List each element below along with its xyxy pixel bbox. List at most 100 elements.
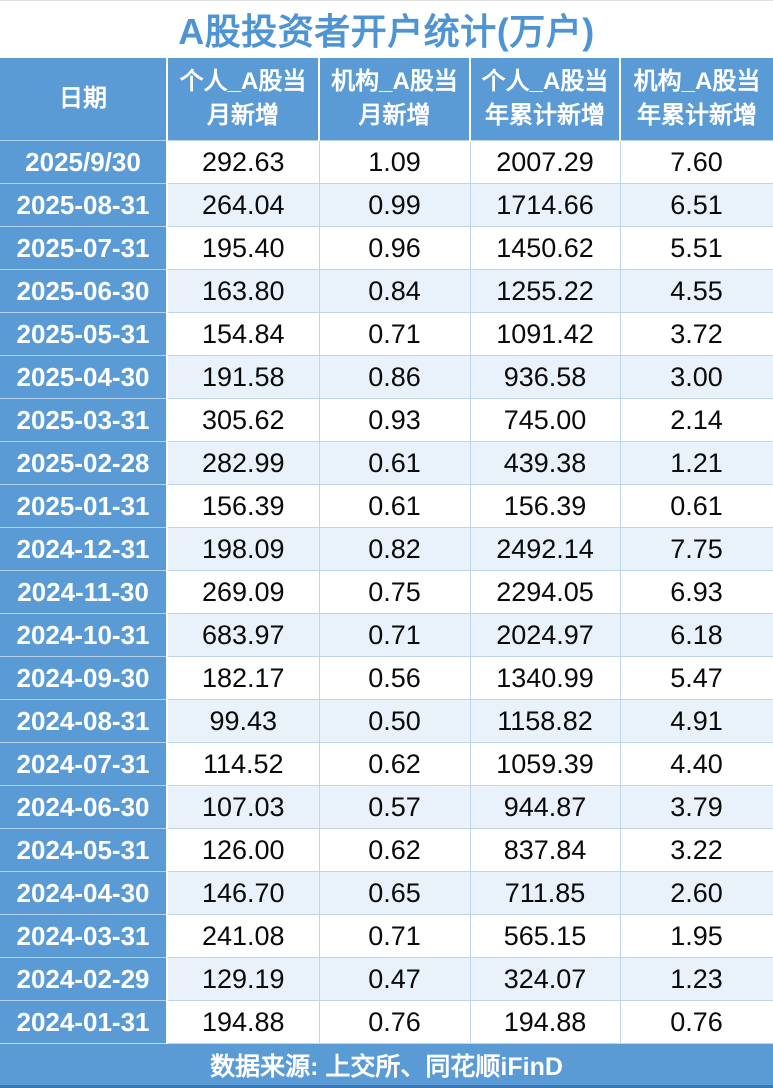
value-cell-institution-monthly: 0.65 <box>318 871 471 915</box>
value-cell-institution-monthly: 0.93 <box>318 398 471 442</box>
date-cell: 2025-08-31 <box>0 183 168 227</box>
date-cell: 2025-04-30 <box>0 355 168 399</box>
table-row: 2025-04-30 191.58 0.86 936.58 3.00 <box>0 355 773 399</box>
table-row: 2025-03-31 305.62 0.93 745.00 2.14 <box>0 398 773 442</box>
value-cell-personal-ytd: 2007.29 <box>469 140 621 184</box>
value-cell-personal-ytd: 1091.42 <box>469 312 621 356</box>
value-cell-institution-ytd: 4.40 <box>619 742 773 786</box>
column-header: 个人_A股当 年累计新增 <box>469 57 620 141</box>
table-row: 2025-01-31 156.39 0.61 156.39 0.61 <box>0 484 773 528</box>
value-cell-personal-ytd: 439.38 <box>469 441 621 485</box>
value-cell-institution-ytd: 1.95 <box>619 914 773 958</box>
value-cell-personal-monthly: 264.04 <box>166 183 320 227</box>
value-cell-institution-ytd: 6.51 <box>619 183 773 227</box>
value-cell-personal-monthly: 292.63 <box>166 140 320 184</box>
date-cell: 2025-07-31 <box>0 226 168 270</box>
value-cell-personal-monthly: 282.99 <box>166 441 320 485</box>
table-row: 2025-07-31 195.40 0.96 1450.62 5.51 <box>0 226 773 270</box>
value-cell-institution-ytd: 3.22 <box>619 828 773 872</box>
date-cell: 2024-07-31 <box>0 742 168 786</box>
table-row: 2025-08-31 264.04 0.99 1714.66 6.51 <box>0 183 773 227</box>
value-cell-institution-monthly: 0.84 <box>318 269 471 313</box>
value-cell-personal-monthly: 163.80 <box>166 269 320 313</box>
date-cell: 2025-01-31 <box>0 484 168 528</box>
value-cell-institution-ytd: 0.61 <box>619 484 773 528</box>
column-header: 日期 <box>0 57 167 141</box>
date-cell: 2025-06-30 <box>0 269 168 313</box>
date-cell: 2024-06-30 <box>0 785 168 829</box>
value-cell-personal-monthly: 241.08 <box>166 914 320 958</box>
value-cell-institution-ytd: 3.79 <box>619 785 773 829</box>
value-cell-personal-monthly: 182.17 <box>166 656 320 700</box>
date-cell: 2025/9/30 <box>0 140 168 184</box>
value-cell-institution-ytd: 3.00 <box>619 355 773 399</box>
table-row: 2025/9/30 292.63 1.09 2007.29 7.60 <box>0 140 773 184</box>
value-cell-institution-ytd: 2.60 <box>619 871 773 915</box>
date-cell: 2024-10-31 <box>0 613 168 657</box>
value-cell-personal-ytd: 156.39 <box>469 484 621 528</box>
value-cell-institution-monthly: 0.76 <box>318 1000 471 1044</box>
value-cell-institution-ytd: 1.23 <box>619 957 773 1001</box>
table-row: 2024-03-31 241.08 0.71 565.15 1.95 <box>0 914 773 958</box>
table-row: 2024-05-31 126.00 0.62 837.84 3.22 <box>0 828 773 872</box>
table-row: 2024-04-30 146.70 0.65 711.85 2.60 <box>0 871 773 915</box>
table-row: 2024-02-29 129.19 0.47 324.07 1.23 <box>0 957 773 1001</box>
value-cell-personal-monthly: 305.62 <box>166 398 320 442</box>
date-cell: 2024-12-31 <box>0 527 168 571</box>
value-cell-institution-monthly: 0.62 <box>318 828 471 872</box>
table-body: 2025/9/30 292.63 1.09 2007.29 7.60 2025-… <box>0 140 773 1044</box>
value-cell-personal-monthly: 195.40 <box>166 226 320 270</box>
date-cell: 2024-02-29 <box>0 957 168 1001</box>
value-cell-personal-ytd: 1450.62 <box>469 226 621 270</box>
value-cell-personal-ytd: 944.87 <box>469 785 621 829</box>
date-cell: 2024-05-31 <box>0 828 168 872</box>
value-cell-institution-ytd: 2.14 <box>619 398 773 442</box>
value-cell-personal-monthly: 194.88 <box>166 1000 320 1044</box>
table-row: 2025-05-31 154.84 0.71 1091.42 3.72 <box>0 312 773 356</box>
value-cell-personal-monthly: 156.39 <box>166 484 320 528</box>
table-row: 2024-10-31 683.97 0.71 2024.97 6.18 <box>0 613 773 657</box>
value-cell-personal-ytd: 1714.66 <box>469 183 621 227</box>
table-row: 2024-09-30 182.17 0.56 1340.99 5.47 <box>0 656 773 700</box>
column-header: 机构_A股当 年累计新增 <box>618 57 773 141</box>
value-cell-institution-monthly: 0.57 <box>318 785 471 829</box>
value-cell-personal-ytd: 2492.14 <box>469 527 621 571</box>
value-cell-institution-ytd: 5.47 <box>619 656 773 700</box>
table-row: 2024-12-31 198.09 0.82 2492.14 7.75 <box>0 527 773 571</box>
footer-row: 数据来源: 上交所、同花顺iFinD <box>0 1043 773 1088</box>
value-cell-institution-monthly: 0.50 <box>318 699 471 743</box>
date-cell: 2025-05-31 <box>0 312 168 356</box>
date-cell: 2025-02-28 <box>0 441 168 485</box>
table-header-row: 日期 个人_A股当 月新增 机构_A股当 月新增 个人_A股当 年累计新增 机构_A股当… <box>0 57 773 141</box>
table-row: 2024-11-30 269.09 0.75 2294.05 6.93 <box>0 570 773 614</box>
value-cell-personal-ytd: 565.15 <box>469 914 621 958</box>
value-cell-personal-monthly: 107.03 <box>166 785 320 829</box>
value-cell-personal-ytd: 2024.97 <box>469 613 621 657</box>
value-cell-personal-monthly: 154.84 <box>166 312 320 356</box>
data-source-note: 数据来源: 上交所、同花顺iFinD <box>0 1043 773 1088</box>
date-cell: 2024-03-31 <box>0 914 168 958</box>
value-cell-institution-monthly: 0.75 <box>318 570 471 614</box>
value-cell-institution-ytd: 3.72 <box>619 312 773 356</box>
value-cell-personal-monthly: 198.09 <box>166 527 320 571</box>
value-cell-personal-monthly: 126.00 <box>166 828 320 872</box>
column-header: 机构_A股当 月新增 <box>318 57 470 141</box>
value-cell-personal-ytd: 324.07 <box>469 957 621 1001</box>
value-cell-institution-monthly: 0.82 <box>318 527 471 571</box>
value-cell-institution-monthly: 0.61 <box>318 484 471 528</box>
page-title: A股投资者开户统计(万户) <box>0 0 773 58</box>
value-cell-personal-monthly: 129.19 <box>166 957 320 1001</box>
value-cell-personal-monthly: 683.97 <box>166 613 320 657</box>
value-cell-personal-ytd: 1158.82 <box>469 699 621 743</box>
value-cell-personal-monthly: 191.58 <box>166 355 320 399</box>
value-cell-personal-ytd: 2294.05 <box>469 570 621 614</box>
value-cell-personal-monthly: 269.09 <box>166 570 320 614</box>
value-cell-personal-ytd: 1059.39 <box>469 742 621 786</box>
date-cell: 2024-09-30 <box>0 656 168 700</box>
value-cell-personal-monthly: 99.43 <box>166 699 320 743</box>
table-row: 2025-02-28 282.99 0.61 439.38 1.21 <box>0 441 773 485</box>
value-cell-personal-monthly: 146.70 <box>166 871 320 915</box>
value-cell-institution-ytd: 1.21 <box>619 441 773 485</box>
value-cell-institution-monthly: 0.86 <box>318 355 471 399</box>
value-cell-personal-ytd: 711.85 <box>469 871 621 915</box>
